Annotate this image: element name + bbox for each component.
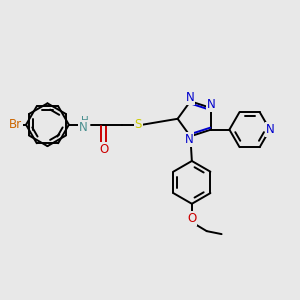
Text: N: N: [266, 123, 274, 136]
Text: N: N: [184, 134, 193, 146]
Text: O: O: [187, 212, 196, 225]
Text: O: O: [99, 142, 108, 156]
Text: N: N: [185, 91, 194, 104]
Text: N: N: [79, 121, 88, 134]
Text: N: N: [207, 98, 216, 111]
Text: H: H: [81, 116, 89, 126]
Text: S: S: [135, 118, 142, 131]
Text: Br: Br: [9, 118, 22, 131]
